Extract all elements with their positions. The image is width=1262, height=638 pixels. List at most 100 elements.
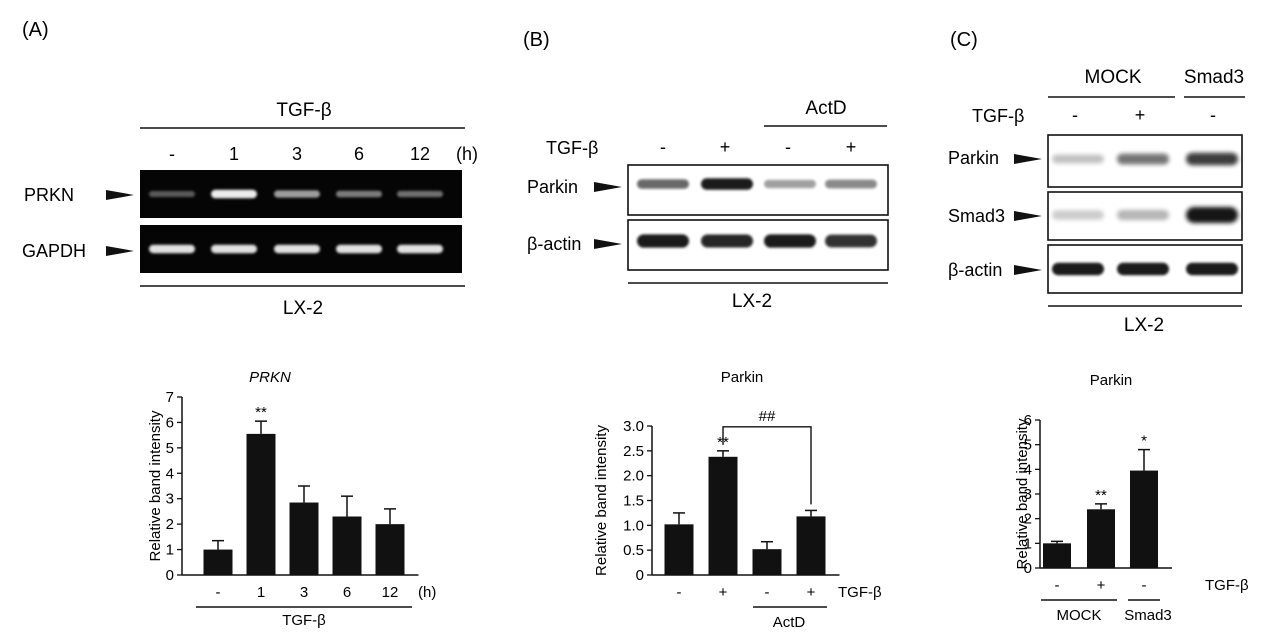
panel-a-cell-line: LX-2 [283, 298, 323, 319]
significance-label: ** [255, 404, 267, 421]
y-tick-label: 5 [166, 440, 174, 457]
bracket-label: ## [759, 408, 776, 425]
arrow-icon [594, 182, 622, 192]
panel-b-row-label-actin: β-actin [527, 234, 581, 254]
significance-label: ** [1095, 487, 1107, 504]
bar [1130, 470, 1158, 568]
chart-title: Parkin [721, 369, 764, 386]
panel-a-treatment: TGF-β [276, 100, 331, 121]
bar [332, 516, 362, 575]
panel-a-bands-gapdh [149, 244, 443, 254]
bar [708, 456, 738, 575]
panel-c-row-label-parkin: Parkin [948, 148, 999, 168]
panel-c: (C) MOCK Smad3 TGF-β - + - Parkin Smad3 … [948, 29, 1245, 336]
panel-a-lane-label: 12 [410, 144, 430, 164]
group-label: Smad3 [1124, 607, 1172, 624]
panel-c-bands-parkin [1052, 152, 1238, 166]
panel-a-label: (A) [22, 19, 49, 41]
band [397, 244, 443, 254]
y-tick-label: 0.5 [623, 542, 644, 559]
band [1052, 262, 1104, 276]
bar [203, 549, 233, 575]
bar [289, 502, 319, 575]
y-tick-label: 0 [636, 567, 644, 584]
x-tick-label: - [1142, 577, 1147, 594]
panel-a-lane-label: 6 [354, 144, 364, 164]
panel-b-bands-actin [637, 234, 877, 248]
band [825, 234, 877, 248]
band [764, 234, 816, 248]
x-unit-label: (h) [418, 584, 436, 601]
panel-a-lane-unit: (h) [456, 144, 478, 164]
band [701, 178, 753, 190]
band [274, 190, 320, 198]
y-tick-label: 3 [1024, 486, 1032, 503]
band [1186, 262, 1238, 276]
bar [246, 433, 276, 575]
bar [796, 516, 826, 575]
panel-b-group-label: ActD [805, 98, 846, 119]
panel-b-row-label-parkin: Parkin [527, 177, 578, 197]
panel-c-cell-line: LX-2 [1124, 315, 1164, 336]
panel-b-cell-line: LX-2 [732, 291, 772, 312]
band [764, 179, 816, 189]
band [1117, 153, 1169, 165]
arrow-icon [1014, 265, 1042, 275]
panel-a-lane-label: - [169, 144, 175, 164]
y-tick-label: 1 [166, 542, 174, 559]
panel-c-bands-smad3 [1052, 207, 1238, 223]
y-axis-label: Relative band intensity [147, 410, 164, 561]
panel-c-group-label: MOCK [1085, 67, 1142, 88]
panel-c-row-label-smad3: Smad3 [948, 206, 1005, 226]
panel-b-treatment: TGF-β [546, 138, 598, 158]
bar [752, 549, 782, 575]
x-tick-label: + [807, 584, 816, 601]
panel-a-row-label-prkn: PRKN [24, 185, 74, 205]
band [1052, 154, 1104, 164]
panel-b-lane-label: + [846, 137, 857, 157]
panel-b-blot-parkin [627, 164, 889, 216]
band [1117, 209, 1169, 221]
chart-title: PRKN [249, 369, 291, 386]
panel-b-lane-label: - [660, 137, 666, 157]
band [825, 179, 877, 189]
x-tick-label: - [1055, 577, 1060, 594]
significance-label: * [1141, 433, 1147, 450]
x-tick-label: - [677, 584, 682, 601]
panel-c-label: (C) [950, 29, 978, 51]
panel-c-group-label: Smad3 [1184, 67, 1244, 88]
arrow-icon [1014, 154, 1042, 164]
bar [1043, 543, 1071, 568]
x-tick-label: 12 [382, 584, 399, 601]
panel-a-lane-label: 3 [292, 144, 302, 164]
y-tick-label: 3 [166, 491, 174, 508]
y-tick-label: 1.0 [623, 517, 644, 534]
band [211, 244, 257, 254]
x-tick-label: 3 [300, 584, 308, 601]
x-unit-label: TGF-β [838, 584, 882, 601]
band [336, 244, 382, 254]
panel-a: (A) TGF-β - 1 3 6 12 (h) PRKN GAPDH LX-2 [22, 19, 478, 319]
panel-a-bands-prkn [149, 189, 443, 199]
y-tick-label: 2.0 [623, 468, 644, 485]
panel-c-lane-label: - [1210, 105, 1216, 125]
band [336, 190, 382, 198]
panel-b: (B) ActD TGF-β - + - + Parkin β-actin LX… [523, 29, 889, 312]
band [701, 234, 753, 248]
band [1117, 262, 1169, 276]
x-tick-label: + [719, 584, 728, 601]
y-tick-label: 1.5 [623, 493, 644, 510]
band [397, 190, 443, 198]
group-label: ActD [773, 614, 806, 631]
x-tick-label: + [1097, 577, 1106, 594]
band [1052, 210, 1104, 220]
band [1186, 152, 1238, 166]
y-axis-label: Relative band intensity [1014, 418, 1031, 569]
y-axis-label: Relative band intensity [593, 425, 610, 576]
arrow-icon [106, 246, 134, 256]
y-tick-label: 6 [1024, 412, 1032, 429]
x-unit-label: TGF-β [1205, 577, 1249, 594]
bar [664, 524, 694, 575]
